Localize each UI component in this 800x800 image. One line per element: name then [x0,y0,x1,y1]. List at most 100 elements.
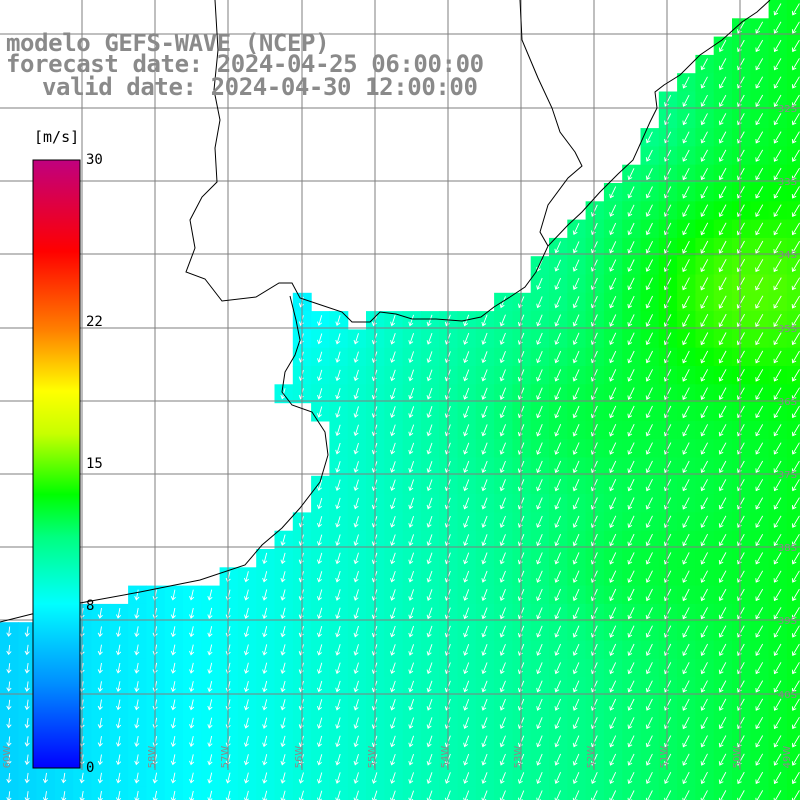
wind-arrow [700,222,709,236]
wind-speed-cell [567,786,587,800]
wind-arrow [463,698,470,711]
wind-arrow [773,39,782,53]
wind-arrow [536,351,543,364]
wind-speed-cell [530,786,550,800]
wind-arrow [700,424,708,437]
wind-arrow [554,588,562,602]
wind-arrow [134,699,140,711]
wind-arrow [335,388,341,400]
wind-arrow [207,662,213,674]
wind-arrow [316,754,323,766]
wind-arrow [536,497,543,510]
wind-arrow [554,497,562,510]
wind-arrow [682,277,690,291]
wind-arrow [262,644,268,656]
wind-arrow [791,479,800,492]
wind-speed-cell [786,183,800,202]
wind-speed-cell [786,18,800,38]
wind-arrow [682,131,690,144]
wind-arrow [536,680,543,693]
wind-speed-cell [786,54,800,74]
wind-arrow [463,405,470,419]
wind-arrow [463,387,470,400]
wind-arrow [134,644,140,656]
latitude-label: 35S [778,324,797,335]
wind-arrow [791,240,800,254]
wind-arrow [134,662,140,674]
wind-arrow [426,406,433,419]
wind-arrow [536,570,543,583]
wind-arrow [170,607,176,619]
wind-arrow [316,552,323,565]
wind-arrow [499,570,506,583]
wind-speed-cell [786,713,800,733]
wind-arrow [700,497,708,510]
wind-arrow [499,424,507,437]
wind-arrow [700,735,708,748]
wind-arrow [664,771,672,785]
wind-arrow [572,479,580,492]
wind-arrow [645,314,654,327]
wind-arrow [718,76,727,89]
wind-arrow [609,241,617,254]
wind-arrow [791,424,800,437]
wind-arrow [536,296,543,309]
wind-arrow [609,442,617,455]
wind-arrow [481,662,488,675]
wind-arrow [390,570,396,583]
wind-arrow [718,662,727,675]
wind-arrow [134,607,140,619]
wind-arrow [481,735,488,748]
wind-arrow [682,369,690,382]
wind-arrow [463,662,470,675]
wind-arrow [645,753,653,766]
wind-arrow [353,662,359,675]
wind-arrow [645,350,654,364]
wind-arrow [645,424,653,437]
wind-arrow [390,625,396,638]
wind-arrow [463,772,470,784]
wind-arrow [627,497,635,510]
wind-arrow [6,772,12,784]
wind-arrow [243,772,249,784]
wind-arrow [755,662,764,675]
wind-arrow [335,461,341,473]
wind-arrow [627,680,635,693]
wind-arrow [115,791,122,800]
wind-arrow [481,424,488,437]
wind-arrow [627,277,635,291]
wind-arrow [463,460,470,473]
wind-arrow [481,753,488,766]
wind-arrow [627,753,635,766]
wind-arrow [700,405,708,419]
wind-arrow [572,680,580,693]
wind-arrow [6,736,12,747]
wind-arrow [718,277,727,291]
wind-arrow [170,754,176,766]
wind-arrow [426,515,433,528]
wind-arrow [353,534,359,546]
wind-arrow [6,681,12,692]
wind-arrow [645,497,653,510]
wind-arrow [609,387,617,401]
wind-arrow [24,717,30,729]
wind-arrow [554,698,562,711]
wind-arrow [189,626,195,638]
wind-arrow [481,314,488,327]
wind-arrow [499,515,506,528]
wind-arrow [773,387,782,400]
wind-arrow [682,167,690,181]
wind-arrow [773,570,782,583]
wind-arrow [536,277,543,290]
wind-arrow [426,497,433,510]
wind-arrow [463,735,470,748]
wind-arrow [755,424,764,437]
wind-arrow [243,626,249,638]
wind-arrow [773,204,782,217]
wind-arrow [408,772,415,784]
wind-arrow [572,405,580,419]
wind-arrow [280,717,286,729]
longitude-label: 55W [367,746,378,769]
wind-arrow [115,608,122,619]
wind-arrow [463,753,470,766]
